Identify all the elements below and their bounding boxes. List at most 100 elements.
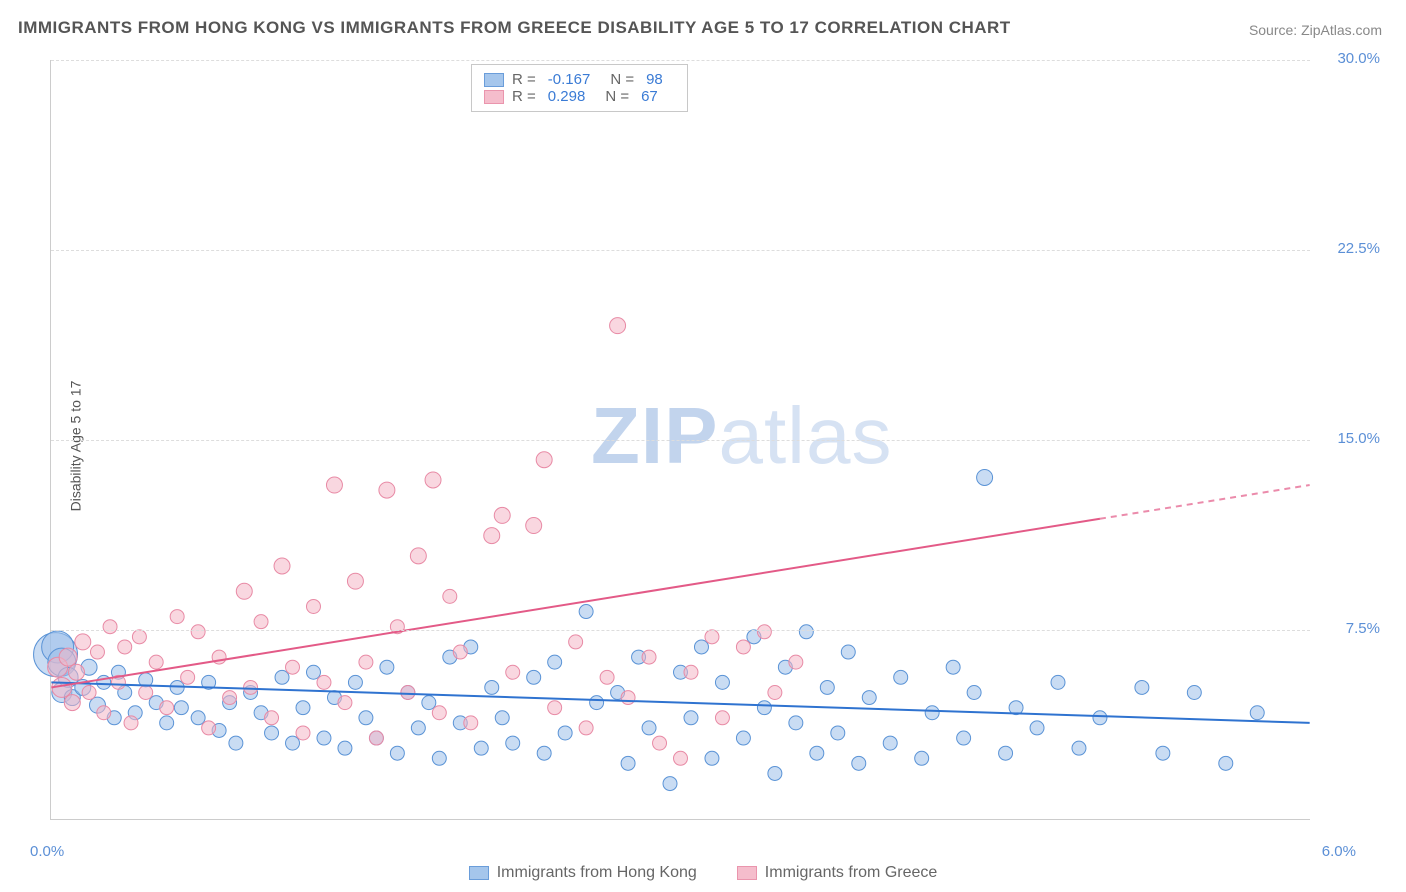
legend-label-1: Immigrants from Hong Kong xyxy=(497,864,697,882)
r-label-1: R = xyxy=(512,71,536,88)
plot-area: ZIPatlas R = -0.167 N = 98 R = 0.298 N =… xyxy=(50,60,1310,820)
n-value-2: 67 xyxy=(641,88,658,105)
data-point xyxy=(579,721,593,735)
data-point xyxy=(526,518,542,534)
data-point xyxy=(1156,746,1170,760)
source-link[interactable]: ZipAtlas.com xyxy=(1301,22,1382,38)
data-point xyxy=(64,695,80,711)
data-point xyxy=(160,701,174,715)
data-point xyxy=(1030,721,1044,735)
data-point xyxy=(369,731,383,745)
data-point xyxy=(536,452,552,468)
data-point xyxy=(296,701,310,715)
data-point xyxy=(768,686,782,700)
data-point xyxy=(317,675,331,689)
data-point xyxy=(411,721,425,735)
data-point xyxy=(160,716,174,730)
data-point xyxy=(537,746,551,760)
data-point xyxy=(244,680,258,694)
data-point xyxy=(306,599,320,613)
data-point xyxy=(181,670,195,684)
data-point xyxy=(799,625,813,639)
data-point xyxy=(862,691,876,705)
data-point xyxy=(432,751,446,765)
data-point xyxy=(1093,711,1107,725)
n-label-1: N = xyxy=(610,71,634,88)
data-point xyxy=(548,655,562,669)
data-point xyxy=(236,583,252,599)
data-point xyxy=(715,675,729,689)
data-point xyxy=(229,736,243,750)
data-point xyxy=(202,721,216,735)
data-point xyxy=(527,670,541,684)
data-point xyxy=(548,701,562,715)
data-point xyxy=(852,756,866,770)
source-attribution: Source: ZipAtlas.com xyxy=(1249,22,1382,38)
data-point xyxy=(223,691,237,705)
data-point xyxy=(347,573,363,589)
data-point xyxy=(768,766,782,780)
data-point xyxy=(569,635,583,649)
data-point xyxy=(653,736,667,750)
data-point xyxy=(90,645,104,659)
data-point xyxy=(443,589,457,603)
data-point xyxy=(464,716,478,730)
data-point xyxy=(789,655,803,669)
data-point xyxy=(831,726,845,740)
data-point xyxy=(506,736,520,750)
data-point xyxy=(925,706,939,720)
data-point xyxy=(380,660,394,674)
data-point xyxy=(265,726,279,740)
data-point xyxy=(1072,741,1086,755)
data-point xyxy=(495,711,509,725)
n-value-1: 98 xyxy=(646,71,663,88)
data-point xyxy=(174,701,188,715)
r-value-2: 0.298 xyxy=(548,88,586,105)
data-point xyxy=(967,686,981,700)
r-value-1: -0.167 xyxy=(548,71,591,88)
data-point xyxy=(820,680,834,694)
data-point xyxy=(946,660,960,674)
data-point xyxy=(265,711,279,725)
n-label-2: N = xyxy=(605,88,629,105)
data-point xyxy=(191,711,205,725)
data-point xyxy=(663,777,677,791)
data-point xyxy=(118,640,132,654)
trend-line xyxy=(51,519,1100,688)
data-point xyxy=(422,696,436,710)
data-point xyxy=(275,670,289,684)
data-point xyxy=(149,655,163,669)
data-point xyxy=(338,696,352,710)
data-point xyxy=(474,741,488,755)
data-point xyxy=(82,686,96,700)
data-point xyxy=(139,686,153,700)
data-point xyxy=(59,648,77,666)
data-point xyxy=(715,711,729,725)
data-point xyxy=(75,634,91,650)
data-point xyxy=(1051,675,1065,689)
data-point xyxy=(97,706,111,720)
data-point xyxy=(69,664,85,680)
x-right-tick: 6.0% xyxy=(1322,843,1356,860)
swatch-bottom-2 xyxy=(737,866,757,880)
data-point xyxy=(1135,680,1149,694)
data-point xyxy=(705,751,719,765)
data-point xyxy=(642,721,656,735)
source-label: Source: xyxy=(1249,22,1301,38)
data-point xyxy=(999,746,1013,760)
data-point xyxy=(736,731,750,745)
y-tick-label: 30.0% xyxy=(1337,50,1380,67)
data-point xyxy=(432,706,446,720)
data-point xyxy=(296,726,310,740)
data-point xyxy=(306,665,320,679)
data-point xyxy=(326,477,342,493)
data-point xyxy=(977,469,993,485)
data-point xyxy=(579,605,593,619)
data-point xyxy=(170,610,184,624)
data-point xyxy=(494,507,510,523)
legend-label-2: Immigrants from Greece xyxy=(765,864,937,882)
data-point xyxy=(600,670,614,684)
data-point xyxy=(254,615,268,629)
data-point xyxy=(642,650,656,664)
data-point xyxy=(390,746,404,760)
